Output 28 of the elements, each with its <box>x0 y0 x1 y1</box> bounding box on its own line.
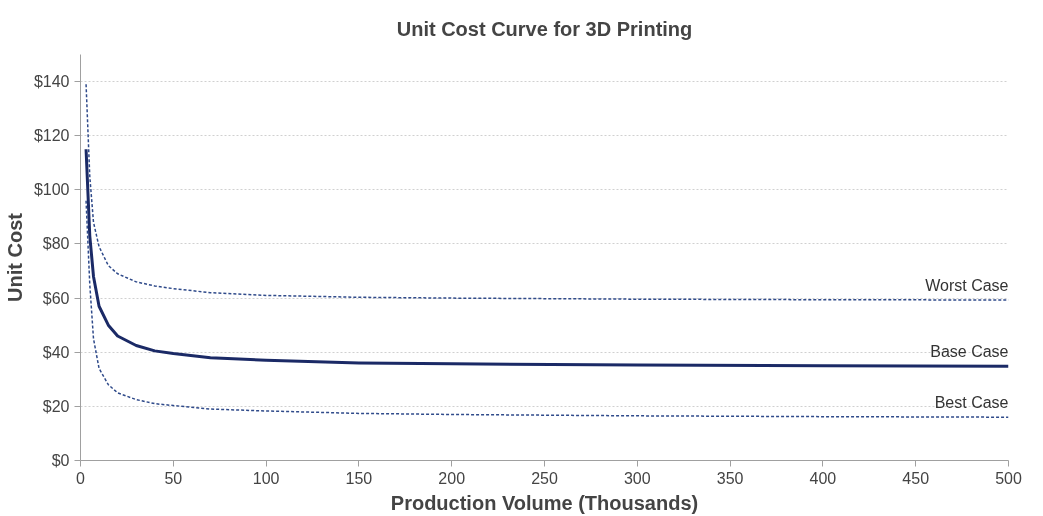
y-tick-label: $120 <box>33 127 70 145</box>
y-tick-label: $140 <box>33 73 70 91</box>
x-tick-label: 250 <box>531 469 558 487</box>
y-axis-title: Unit Cost <box>3 212 26 302</box>
y-tick-label: $60 <box>42 289 70 307</box>
x-tick-label: 400 <box>809 469 837 487</box>
chart-title: Unit Cost Curve for 3D Printing <box>396 17 693 40</box>
x-tick-label: 500 <box>995 469 1022 487</box>
line-series <box>85 199 1009 418</box>
y-tick-label: $100 <box>33 181 70 199</box>
x-tick-label: 100 <box>252 469 280 487</box>
y-tick-label: $40 <box>42 343 70 361</box>
x-tick-label: 150 <box>345 469 373 487</box>
y-tick-label: $80 <box>42 235 70 253</box>
series-label: Worst Case <box>925 276 1009 294</box>
x-tick-label: 200 <box>438 469 466 487</box>
y-tick-label: $0 <box>51 452 70 469</box>
x-tick-label: 450 <box>902 469 930 487</box>
line-series <box>84 147 1009 368</box>
series-label: Base Case <box>930 343 1009 361</box>
x-axis-title: Production Volume (Thousands) <box>390 491 699 514</box>
y-tick-label: $20 <box>42 397 70 415</box>
x-tick-label: 0 <box>76 469 86 487</box>
x-tick-label: 350 <box>716 469 744 487</box>
x-tick-label: 50 <box>164 469 183 487</box>
series-label: Best Case <box>934 394 1009 412</box>
x-tick-label: 300 <box>623 469 651 487</box>
line-series <box>85 83 1009 301</box>
